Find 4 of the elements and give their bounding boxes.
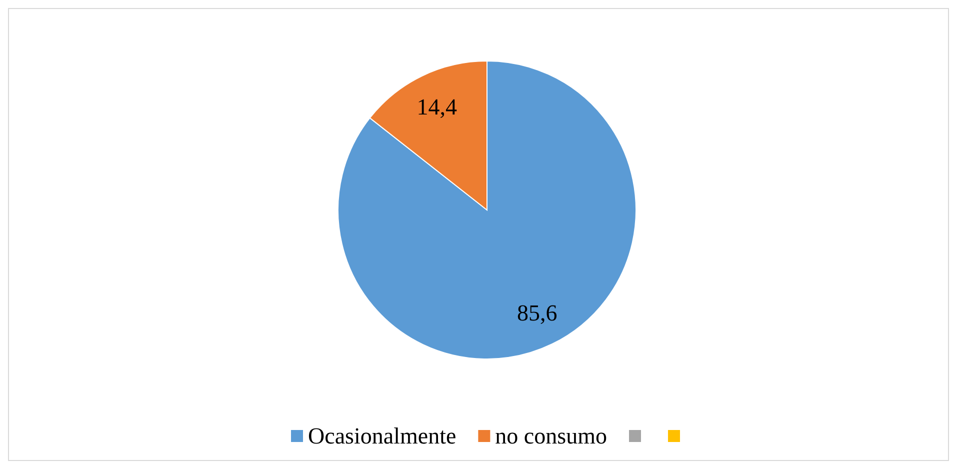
legend-label: Ocasionalmente xyxy=(308,424,456,448)
data-label: 85,6 xyxy=(517,300,558,326)
legend-label: no consumo xyxy=(495,424,607,448)
data-label: 14,4 xyxy=(416,94,458,120)
